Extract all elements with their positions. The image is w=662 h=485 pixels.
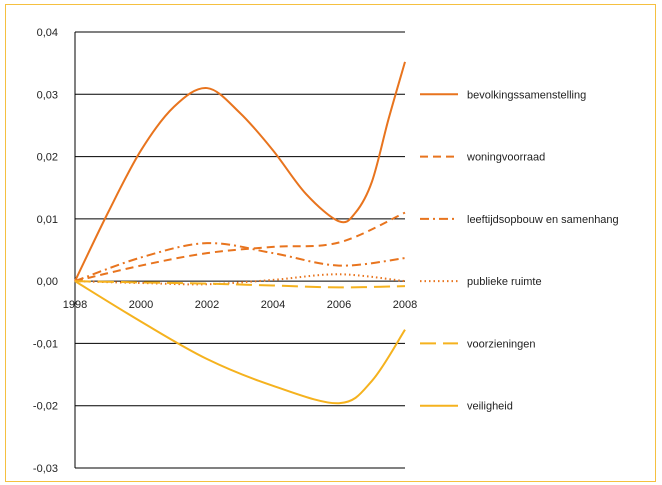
- x-tick-label: 2000: [129, 299, 153, 311]
- y-tick-label: -0,02: [33, 401, 58, 413]
- series-line-voorzieningen: [74, 280, 406, 289]
- y-tick-label: -0,01: [33, 338, 58, 350]
- series-line-bevolkingssamenstelling: [74, 61, 406, 282]
- legend-label: bevolkingssamenstelling: [467, 89, 586, 101]
- series-line-leeftijdsopbouw-en-samenhang: [74, 242, 406, 283]
- y-tick-label: 0,01: [37, 214, 58, 226]
- series-line-woningvoorraad: [74, 211, 406, 283]
- x-tick-label: 1998: [63, 299, 87, 311]
- y-tick-labels: 0,04 0,03 0,02 0,01 0,00 -0,01 -0,02 -0,03: [33, 27, 58, 475]
- series-line-veiligheid: [74, 280, 406, 405]
- grid-lines: [75, 31, 405, 469]
- y-tick-label: 0,00: [37, 276, 58, 288]
- x-tick-label: 2002: [195, 299, 219, 311]
- legend-label: veiligheid: [467, 401, 513, 413]
- y-tick-label: -0,03: [33, 463, 58, 475]
- x-tick-label: 2008: [393, 299, 417, 311]
- legend-label: leeftijdsopbouw en samenhang: [467, 214, 619, 226]
- y-tick-label: 0,02: [37, 152, 58, 164]
- legend-label: publieke ruimte: [467, 276, 542, 288]
- legend-label: voorzieningen: [467, 338, 536, 350]
- legend: bevolkingssamenstelling woningvoorraad lee…: [420, 89, 619, 413]
- x-tick-label: 2004: [261, 299, 285, 311]
- x-tick-labels: 1998 2000 2002 2004 2006 2008: [63, 299, 417, 311]
- legend-label: woningvoorraad: [466, 152, 545, 164]
- x-tick-label: 2006: [327, 299, 351, 311]
- y-tick-label: 0,03: [37, 89, 58, 101]
- series-lines: [74, 61, 406, 405]
- y-tick-label: 0,04: [37, 27, 58, 39]
